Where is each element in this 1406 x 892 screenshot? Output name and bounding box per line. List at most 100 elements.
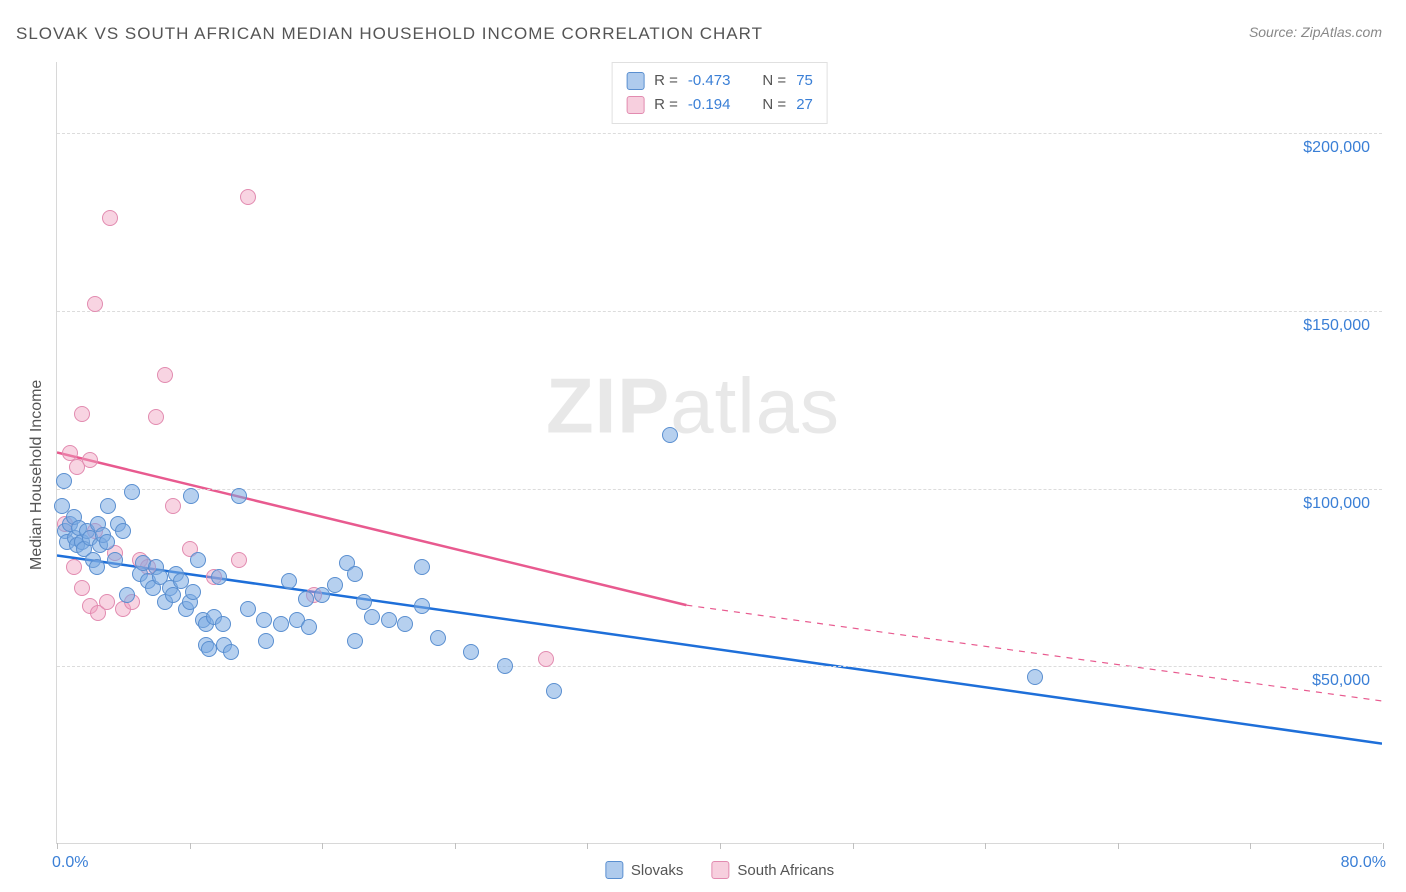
data-point: [430, 630, 446, 646]
x-tick: [1250, 843, 1251, 849]
data-point: [201, 641, 217, 657]
data-point: [99, 534, 115, 550]
data-point: [1027, 669, 1043, 685]
x-tick: [1118, 843, 1119, 849]
data-point: [87, 296, 103, 312]
x-axis-max-label: 80.0%: [1341, 854, 1386, 872]
series-legend: Slovaks South Africans: [605, 861, 834, 879]
data-point: [497, 658, 513, 674]
data-point: [463, 644, 479, 660]
data-point: [157, 367, 173, 383]
r-value-slovaks: -0.473: [688, 69, 731, 93]
legend-item-south-africans: South Africans: [711, 861, 834, 879]
watermark-atlas: atlas: [670, 361, 840, 449]
gridline: [57, 666, 1382, 667]
data-point: [298, 591, 314, 607]
data-point: [347, 566, 363, 582]
data-point: [82, 452, 98, 468]
y-tick-label: $50,000: [1312, 672, 1370, 690]
data-point: [314, 587, 330, 603]
data-point: [148, 409, 164, 425]
data-point: [119, 587, 135, 603]
data-point: [327, 577, 343, 593]
regression-lines: [57, 62, 1382, 843]
data-point: [414, 598, 430, 614]
x-tick: [1383, 843, 1384, 849]
x-tick: [720, 843, 721, 849]
r-label: R =: [654, 69, 678, 93]
y-axis-title: Median Household Income: [28, 380, 46, 570]
legend-label-slovaks: Slovaks: [631, 862, 684, 879]
data-point: [240, 189, 256, 205]
x-tick: [322, 843, 323, 849]
legend-row-south-africans: R = -0.194 N = 27: [626, 93, 813, 117]
data-point: [240, 601, 256, 617]
legend-item-slovaks: Slovaks: [605, 861, 684, 879]
x-axis-min-label: 0.0%: [52, 854, 88, 872]
data-point: [538, 651, 554, 667]
swatch-pink-icon: [711, 861, 729, 879]
data-point: [215, 616, 231, 632]
data-point: [347, 633, 363, 649]
data-point: [231, 552, 247, 568]
data-point: [256, 612, 272, 628]
data-point: [183, 488, 199, 504]
data-point: [662, 427, 678, 443]
correlation-legend: R = -0.473 N = 75 R = -0.194 N = 27: [611, 62, 828, 124]
x-tick: [853, 843, 854, 849]
x-tick: [587, 843, 588, 849]
data-point: [124, 484, 140, 500]
n-label: N =: [762, 69, 786, 93]
chart-container: SLOVAK VS SOUTH AFRICAN MEDIAN HOUSEHOLD…: [0, 0, 1406, 892]
data-point: [258, 633, 274, 649]
data-point: [74, 580, 90, 596]
data-point: [190, 552, 206, 568]
y-tick-label: $200,000: [1303, 139, 1370, 157]
swatch-pink-icon: [626, 96, 644, 114]
y-tick-label: $100,000: [1303, 495, 1370, 513]
x-tick: [985, 843, 986, 849]
data-point: [364, 609, 380, 625]
x-tick: [190, 843, 191, 849]
y-tick-label: $150,000: [1303, 317, 1370, 335]
data-point: [211, 569, 227, 585]
data-point: [100, 498, 116, 514]
source-attribution: Source: ZipAtlas.com: [1249, 24, 1382, 40]
watermark-zip: ZIP: [546, 361, 670, 449]
legend-label-south-africans: South Africans: [737, 862, 834, 879]
plot-area: ZIPatlas R = -0.473 N = 75 R = -0.194 N …: [56, 62, 1382, 844]
data-point: [74, 406, 90, 422]
chart-title: SLOVAK VS SOUTH AFRICAN MEDIAN HOUSEHOLD…: [16, 24, 763, 44]
watermark: ZIPatlas: [546, 360, 840, 451]
data-point: [185, 584, 201, 600]
gridline: [57, 489, 1382, 490]
legend-row-slovaks: R = -0.473 N = 75: [626, 69, 813, 93]
data-point: [301, 619, 317, 635]
r-value-south-africans: -0.194: [688, 93, 731, 117]
data-point: [281, 573, 297, 589]
swatch-blue-icon: [605, 861, 623, 879]
data-point: [381, 612, 397, 628]
data-point: [99, 594, 115, 610]
n-value-south-africans: 27: [796, 93, 813, 117]
data-point: [273, 616, 289, 632]
x-tick: [57, 843, 58, 849]
n-value-slovaks: 75: [796, 69, 813, 93]
data-point: [397, 616, 413, 632]
data-point: [66, 559, 82, 575]
data-point: [165, 498, 181, 514]
gridline: [57, 133, 1382, 134]
data-point: [223, 644, 239, 660]
data-point: [56, 473, 72, 489]
n-label: N =: [762, 93, 786, 117]
swatch-blue-icon: [626, 72, 644, 90]
data-point: [107, 552, 123, 568]
data-point: [546, 683, 562, 699]
data-point: [115, 523, 131, 539]
data-point: [231, 488, 247, 504]
r-label: R =: [654, 93, 678, 117]
data-point: [414, 559, 430, 575]
gridline: [57, 311, 1382, 312]
data-point: [102, 210, 118, 226]
data-point: [89, 559, 105, 575]
